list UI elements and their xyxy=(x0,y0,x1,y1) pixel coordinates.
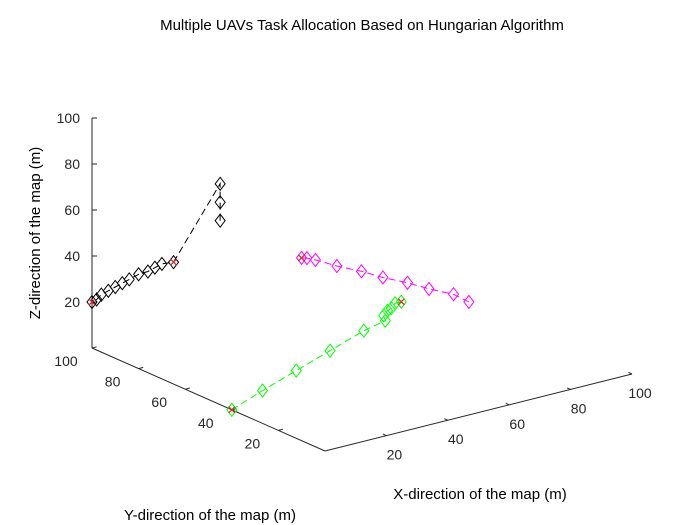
data-point-marker xyxy=(149,260,161,276)
data-point-marker xyxy=(102,283,114,299)
x-tick-label: 80 xyxy=(571,400,587,416)
x-axis-line xyxy=(324,373,633,452)
y-tick-mark xyxy=(278,428,284,431)
data-point-marker xyxy=(358,323,370,339)
data-point-marker xyxy=(377,270,389,285)
z-tick-label: 60 xyxy=(64,202,80,218)
chart-title: Multiple UAVs Task Allocation Based on H… xyxy=(160,17,564,34)
data-point-marker xyxy=(116,275,128,291)
x-tick-label: 100 xyxy=(628,385,652,401)
y-tick-mark xyxy=(138,366,144,370)
series-layer xyxy=(86,176,475,418)
y-tick-mark xyxy=(185,387,190,390)
data-point-marker xyxy=(167,254,180,270)
data-point-marker xyxy=(123,272,135,287)
data-point-marker xyxy=(214,213,226,228)
y-tick-label: 20 xyxy=(245,435,261,451)
data-point-marker xyxy=(378,308,390,323)
y-axis-ticks: 20 40 60 80 100 xyxy=(54,346,284,451)
x-tick-mark xyxy=(444,418,448,421)
y-axis-label: Y-direction of the map (m) xyxy=(124,507,296,524)
data-point-marker xyxy=(379,313,391,329)
z-axis-label: Z-direction of the map (m) xyxy=(27,147,44,320)
series-2 xyxy=(226,294,407,418)
x-tick-label: 20 xyxy=(387,447,403,463)
data-point-marker xyxy=(214,194,226,210)
endpoint-marker xyxy=(297,254,306,262)
endpoint-marker xyxy=(88,298,96,306)
endpoint-marker xyxy=(397,298,405,306)
z-tick-label: 100 xyxy=(57,110,81,126)
endpoint-marker xyxy=(228,406,236,414)
y-tick-mark xyxy=(91,346,97,349)
data-point-marker xyxy=(109,279,121,295)
data-point-marker xyxy=(295,250,308,266)
series-1 xyxy=(86,176,226,310)
data-point-marker xyxy=(389,295,401,311)
data-point-marker xyxy=(256,383,269,398)
data-point-marker xyxy=(290,363,302,378)
x-tick-label: 60 xyxy=(509,416,525,432)
y-tick-label: 100 xyxy=(54,353,78,369)
z-tick-label: 40 xyxy=(64,248,80,264)
x-tick-mark xyxy=(566,387,571,390)
data-point-marker xyxy=(331,258,343,274)
x-axis-label: X-direction of the map (m) xyxy=(393,486,566,503)
z-tick-label: 20 xyxy=(64,294,80,310)
x-tick-mark xyxy=(505,402,510,406)
data-point-marker xyxy=(226,402,238,418)
data-point-marker xyxy=(214,176,226,192)
data-point-marker xyxy=(86,294,98,310)
series-line xyxy=(301,257,470,303)
data-point-marker xyxy=(324,343,336,358)
z-tick-label: 80 xyxy=(64,156,80,172)
x-tick-label: 40 xyxy=(448,431,464,447)
axes-box xyxy=(91,118,633,452)
data-point-marker xyxy=(423,281,435,297)
data-point-marker xyxy=(395,294,407,310)
y-tick-label: 60 xyxy=(151,394,167,410)
data-point-marker xyxy=(463,294,475,310)
data-point-marker xyxy=(156,256,168,272)
data-point-marker xyxy=(447,286,460,302)
endpoint-marker xyxy=(169,258,178,266)
data-point-marker xyxy=(132,266,145,282)
series-3 xyxy=(295,250,475,310)
data-point-marker xyxy=(401,275,414,291)
z-axis-ticks: 20 40 60 80 100 xyxy=(57,110,97,310)
series-line xyxy=(231,301,402,411)
data-point-marker xyxy=(142,264,154,279)
y-axis-line xyxy=(91,347,326,452)
x-tick-mark xyxy=(382,433,387,437)
x-tick-mark xyxy=(628,372,633,375)
y-tick-label: 40 xyxy=(198,415,214,431)
data-point-marker xyxy=(381,303,394,319)
data-point-marker xyxy=(95,287,107,302)
data-point-marker xyxy=(355,264,368,279)
data-point-marker xyxy=(385,300,397,316)
y-tick-label: 80 xyxy=(105,374,121,390)
x-axis-ticks: 20 40 60 80 100 xyxy=(382,372,652,463)
series-line xyxy=(91,181,221,303)
